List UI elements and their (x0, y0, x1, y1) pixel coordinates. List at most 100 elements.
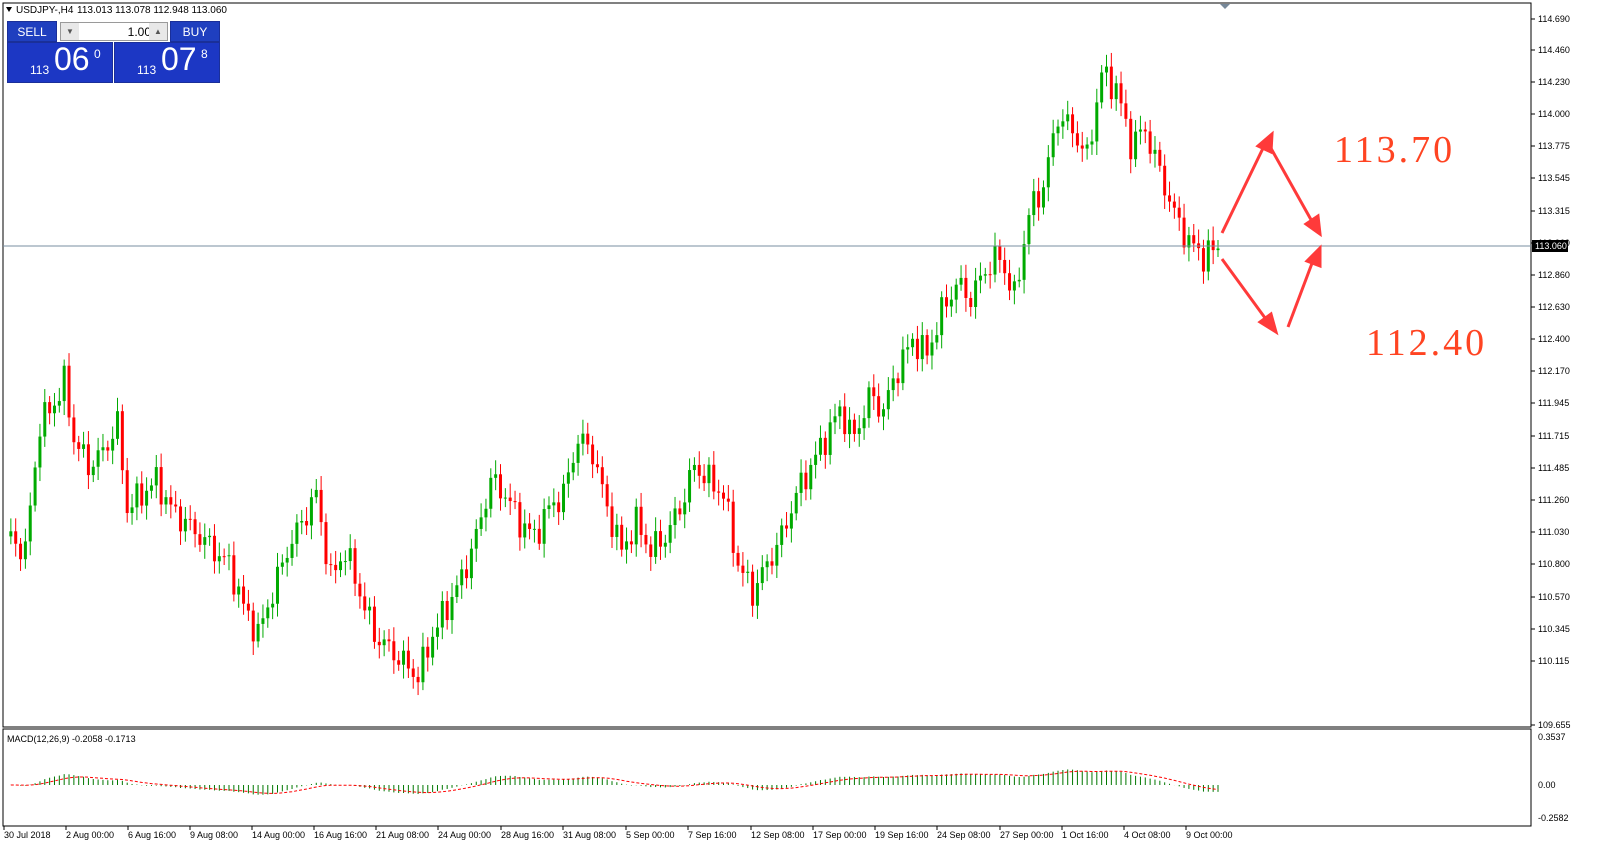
candle-body (586, 433, 590, 445)
candle-body (145, 490, 149, 506)
lot-decrease-icon[interactable]: ▼ (61, 23, 79, 40)
sell-price-prefix: 113 (30, 63, 50, 77)
candle-body (591, 444, 595, 465)
candle-body (930, 342, 934, 356)
sell-price-button[interactable]: 113 06 0 (7, 41, 113, 83)
candle-body (789, 513, 793, 529)
current-price-tag (1532, 240, 1568, 252)
current-price-label: 113.060 (1535, 241, 1567, 251)
candle-body (43, 402, 47, 437)
lot-size-field: ▼ ▲ (60, 22, 168, 41)
candle-body (770, 561, 774, 566)
candle-body (1201, 248, 1205, 272)
candle-body (1143, 129, 1147, 132)
candle-body (1153, 149, 1157, 154)
lot-increase-icon[interactable]: ▲ (149, 23, 167, 40)
candle-body (295, 522, 299, 544)
time-tick-label: 6 Aug 16:00 (128, 830, 176, 840)
candle-body (1012, 281, 1016, 291)
candle-body (290, 543, 294, 558)
candle-body (1027, 215, 1031, 245)
candle-body (1041, 187, 1045, 208)
candle-body (741, 565, 745, 573)
candle-body (1158, 149, 1162, 166)
candle-body (1119, 83, 1123, 104)
candle-body (872, 387, 876, 397)
candle-body (828, 422, 832, 455)
price-tick-label: 110.570 (1538, 592, 1570, 602)
buy-button[interactable]: BUY (170, 21, 220, 42)
time-tick-label: 16 Aug 16:00 (314, 830, 367, 840)
candle-body (67, 365, 71, 418)
candle-body (562, 483, 566, 513)
candle-body (479, 517, 483, 529)
candle-body (571, 462, 575, 473)
candle-body (1134, 131, 1138, 160)
candle-body (649, 544, 653, 557)
candle-body (363, 596, 367, 611)
candle-body (722, 492, 726, 499)
candle-body (440, 600, 444, 628)
candle-body (518, 502, 522, 538)
candle-body (799, 472, 803, 493)
candle-body (183, 518, 187, 532)
sell-price-sup: 0 (94, 47, 101, 61)
candle-body (9, 531, 13, 537)
candle-body (547, 505, 551, 510)
candle-body (886, 390, 890, 410)
candle-body (1051, 133, 1055, 158)
candle-body (838, 406, 842, 417)
candle-body (1172, 201, 1176, 208)
candle-body (857, 428, 861, 434)
sell-button[interactable]: SELL (7, 21, 57, 42)
macd-indicator (10, 769, 1219, 795)
candle-body (455, 585, 459, 597)
candle-body (1148, 131, 1152, 154)
candle-body (232, 555, 236, 595)
candle-body (959, 277, 963, 285)
candle-body (387, 639, 391, 642)
candle-body (372, 606, 376, 642)
candle-body (751, 571, 755, 606)
candle-body (654, 531, 658, 557)
candle-body (1085, 144, 1089, 149)
candle-body (237, 586, 241, 595)
candle-body (746, 571, 750, 573)
candle-body (629, 541, 633, 545)
time-axis: 30 Jul 2018 2 Aug 00:00 6 Aug 16:00 9 Aug 0… (3, 826, 1233, 840)
time-tick-label: 12 Sep 08:00 (751, 830, 805, 840)
candle-body (843, 406, 847, 435)
macd-tick-label: 0.3537 (1538, 732, 1566, 742)
candle-body (755, 583, 759, 606)
candle-body (978, 275, 982, 281)
candle-body (552, 502, 556, 506)
candle-body (1090, 141, 1094, 145)
shift-marker-icon[interactable] (1220, 4, 1230, 9)
buy-price-button[interactable]: 113 07 8 (114, 41, 220, 83)
candle-body (77, 442, 81, 449)
candle-body (523, 523, 527, 538)
candle-body (498, 474, 502, 499)
candle-body (450, 596, 454, 621)
price-tick-label: 112.860 (1538, 270, 1570, 280)
candle-body (945, 297, 949, 307)
macd-axis: 0.3537 0.00 -0.2582 (1538, 732, 1569, 823)
candle-body (140, 483, 144, 506)
candle-body (334, 564, 338, 571)
lot-size-input[interactable] (81, 23, 153, 40)
candle-body (760, 567, 764, 584)
candle-body (23, 541, 27, 560)
candle-body (775, 544, 779, 566)
candle-body (445, 600, 449, 621)
buy-price-main: 07 (161, 41, 197, 77)
time-tick-label: 2 Aug 00:00 (66, 830, 114, 840)
candle-body (673, 508, 677, 526)
candle-body (610, 506, 614, 537)
time-tick-label: 31 Aug 08:00 (563, 830, 616, 840)
candle-body (179, 506, 183, 532)
candle-body (101, 447, 105, 451)
candle-body (203, 537, 207, 545)
price-tick-label: 114.690 (1538, 14, 1570, 24)
candle-body (305, 521, 309, 526)
candle-body (280, 562, 284, 567)
